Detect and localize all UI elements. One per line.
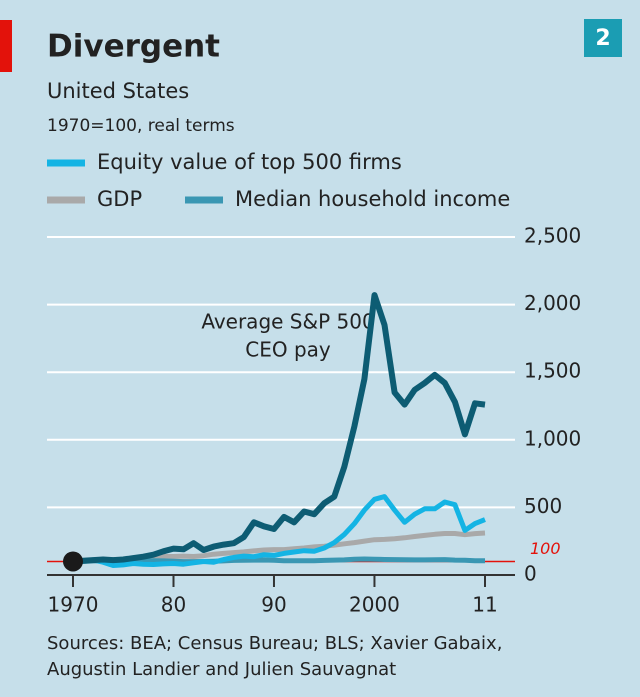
chart-title: Divergent — [47, 29, 220, 65]
subtitle: United States — [47, 79, 189, 103]
badge: 2 — [595, 26, 610, 51]
red-tab — [0, 20, 12, 72]
x-tick-label: 2000 — [349, 593, 400, 617]
annotation: Average S&P 500 — [201, 310, 374, 334]
y-tick-label: 2,000 — [524, 291, 581, 315]
reference-label: 100 — [530, 539, 561, 558]
series-line — [72, 292, 486, 565]
legend-label: Equity value of top 500 firms — [97, 150, 402, 174]
series-line — [72, 494, 486, 568]
start-dot — [63, 551, 83, 572]
y-tick-label: 1,000 — [524, 426, 581, 450]
y-tick-label: 500 — [524, 494, 562, 518]
source: Augustin Landier and Julien Sauvagnat — [47, 659, 396, 680]
x-tick-label: 11 — [472, 593, 497, 617]
x-tick-label: 90 — [261, 593, 286, 617]
legend-label: GDP — [97, 187, 142, 211]
y-tick-label: 2,500 — [524, 224, 581, 248]
series-line — [73, 556, 486, 565]
y-tick-label: 0 — [524, 562, 537, 586]
annotation: CEO pay — [245, 338, 331, 362]
note: 1970=100, real terms — [47, 116, 235, 136]
source: Sources: BEA; Census Bureau; BLS; Xavier… — [47, 633, 502, 654]
badge-box — [584, 19, 622, 57]
y-tick-label: 1,500 — [524, 359, 581, 383]
x-tick-label: 80 — [161, 593, 186, 617]
x-tick-label: 1970 — [48, 593, 99, 617]
legend-label: Median household income — [235, 187, 510, 211]
